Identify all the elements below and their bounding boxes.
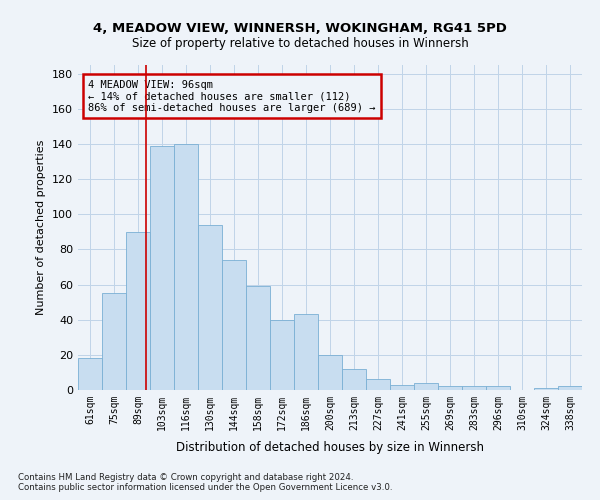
Bar bbox=[558, 386, 582, 390]
Bar bbox=[198, 225, 222, 390]
Bar bbox=[174, 144, 198, 390]
Bar bbox=[318, 355, 342, 390]
Bar bbox=[414, 383, 438, 390]
Bar bbox=[342, 369, 366, 390]
Bar bbox=[150, 146, 174, 390]
Bar bbox=[246, 286, 270, 390]
Text: 4, MEADOW VIEW, WINNERSH, WOKINGHAM, RG41 5PD: 4, MEADOW VIEW, WINNERSH, WOKINGHAM, RG4… bbox=[93, 22, 507, 36]
Bar bbox=[126, 232, 150, 390]
Bar bbox=[534, 388, 558, 390]
Text: Contains HM Land Registry data © Crown copyright and database right 2024.: Contains HM Land Registry data © Crown c… bbox=[18, 472, 353, 482]
Text: Contains public sector information licensed under the Open Government Licence v3: Contains public sector information licen… bbox=[18, 482, 392, 492]
Y-axis label: Number of detached properties: Number of detached properties bbox=[37, 140, 46, 315]
Bar bbox=[222, 260, 246, 390]
Bar bbox=[102, 294, 126, 390]
Bar bbox=[78, 358, 102, 390]
Bar bbox=[486, 386, 510, 390]
Text: Size of property relative to detached houses in Winnersh: Size of property relative to detached ho… bbox=[131, 38, 469, 51]
X-axis label: Distribution of detached houses by size in Winnersh: Distribution of detached houses by size … bbox=[176, 441, 484, 454]
Bar bbox=[366, 380, 390, 390]
Bar bbox=[390, 384, 414, 390]
Text: 4 MEADOW VIEW: 96sqm
← 14% of detached houses are smaller (112)
86% of semi-deta: 4 MEADOW VIEW: 96sqm ← 14% of detached h… bbox=[88, 80, 376, 113]
Bar bbox=[270, 320, 294, 390]
Bar bbox=[462, 386, 486, 390]
Bar bbox=[294, 314, 318, 390]
Bar bbox=[438, 386, 462, 390]
